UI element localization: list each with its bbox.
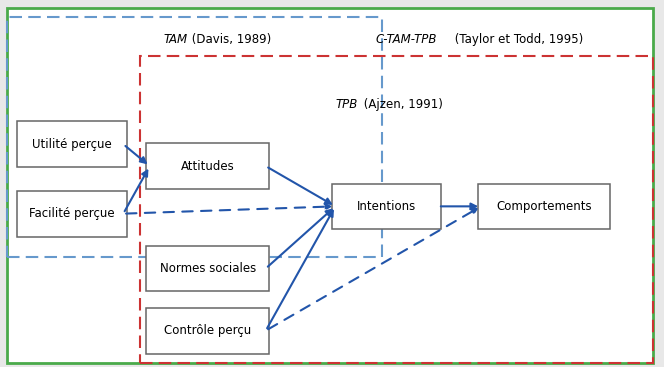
Text: Comportements: Comportements: [496, 200, 592, 213]
FancyBboxPatch shape: [17, 121, 127, 167]
FancyBboxPatch shape: [147, 143, 269, 189]
Text: Utilité perçue: Utilité perçue: [32, 138, 112, 151]
Text: TAM: TAM: [163, 33, 187, 46]
Text: Facilité perçue: Facilité perçue: [29, 207, 115, 220]
FancyBboxPatch shape: [332, 184, 442, 229]
Text: Contrôle perçu: Contrôle perçu: [164, 324, 252, 337]
FancyBboxPatch shape: [17, 191, 127, 236]
FancyBboxPatch shape: [147, 246, 269, 291]
Text: Normes sociales: Normes sociales: [159, 262, 256, 275]
Text: TPB: TPB: [335, 98, 357, 112]
FancyBboxPatch shape: [7, 8, 653, 363]
Text: Attitudes: Attitudes: [181, 160, 234, 172]
Text: (Davis, 1989): (Davis, 1989): [188, 33, 272, 46]
Text: C-TAM-TPB: C-TAM-TPB: [375, 33, 436, 46]
Text: (Taylor et Todd, 1995): (Taylor et Todd, 1995): [452, 33, 584, 46]
Text: (Ajzen, 1991): (Ajzen, 1991): [361, 98, 444, 112]
FancyBboxPatch shape: [147, 308, 269, 353]
Text: Intentions: Intentions: [357, 200, 416, 213]
FancyBboxPatch shape: [478, 184, 610, 229]
